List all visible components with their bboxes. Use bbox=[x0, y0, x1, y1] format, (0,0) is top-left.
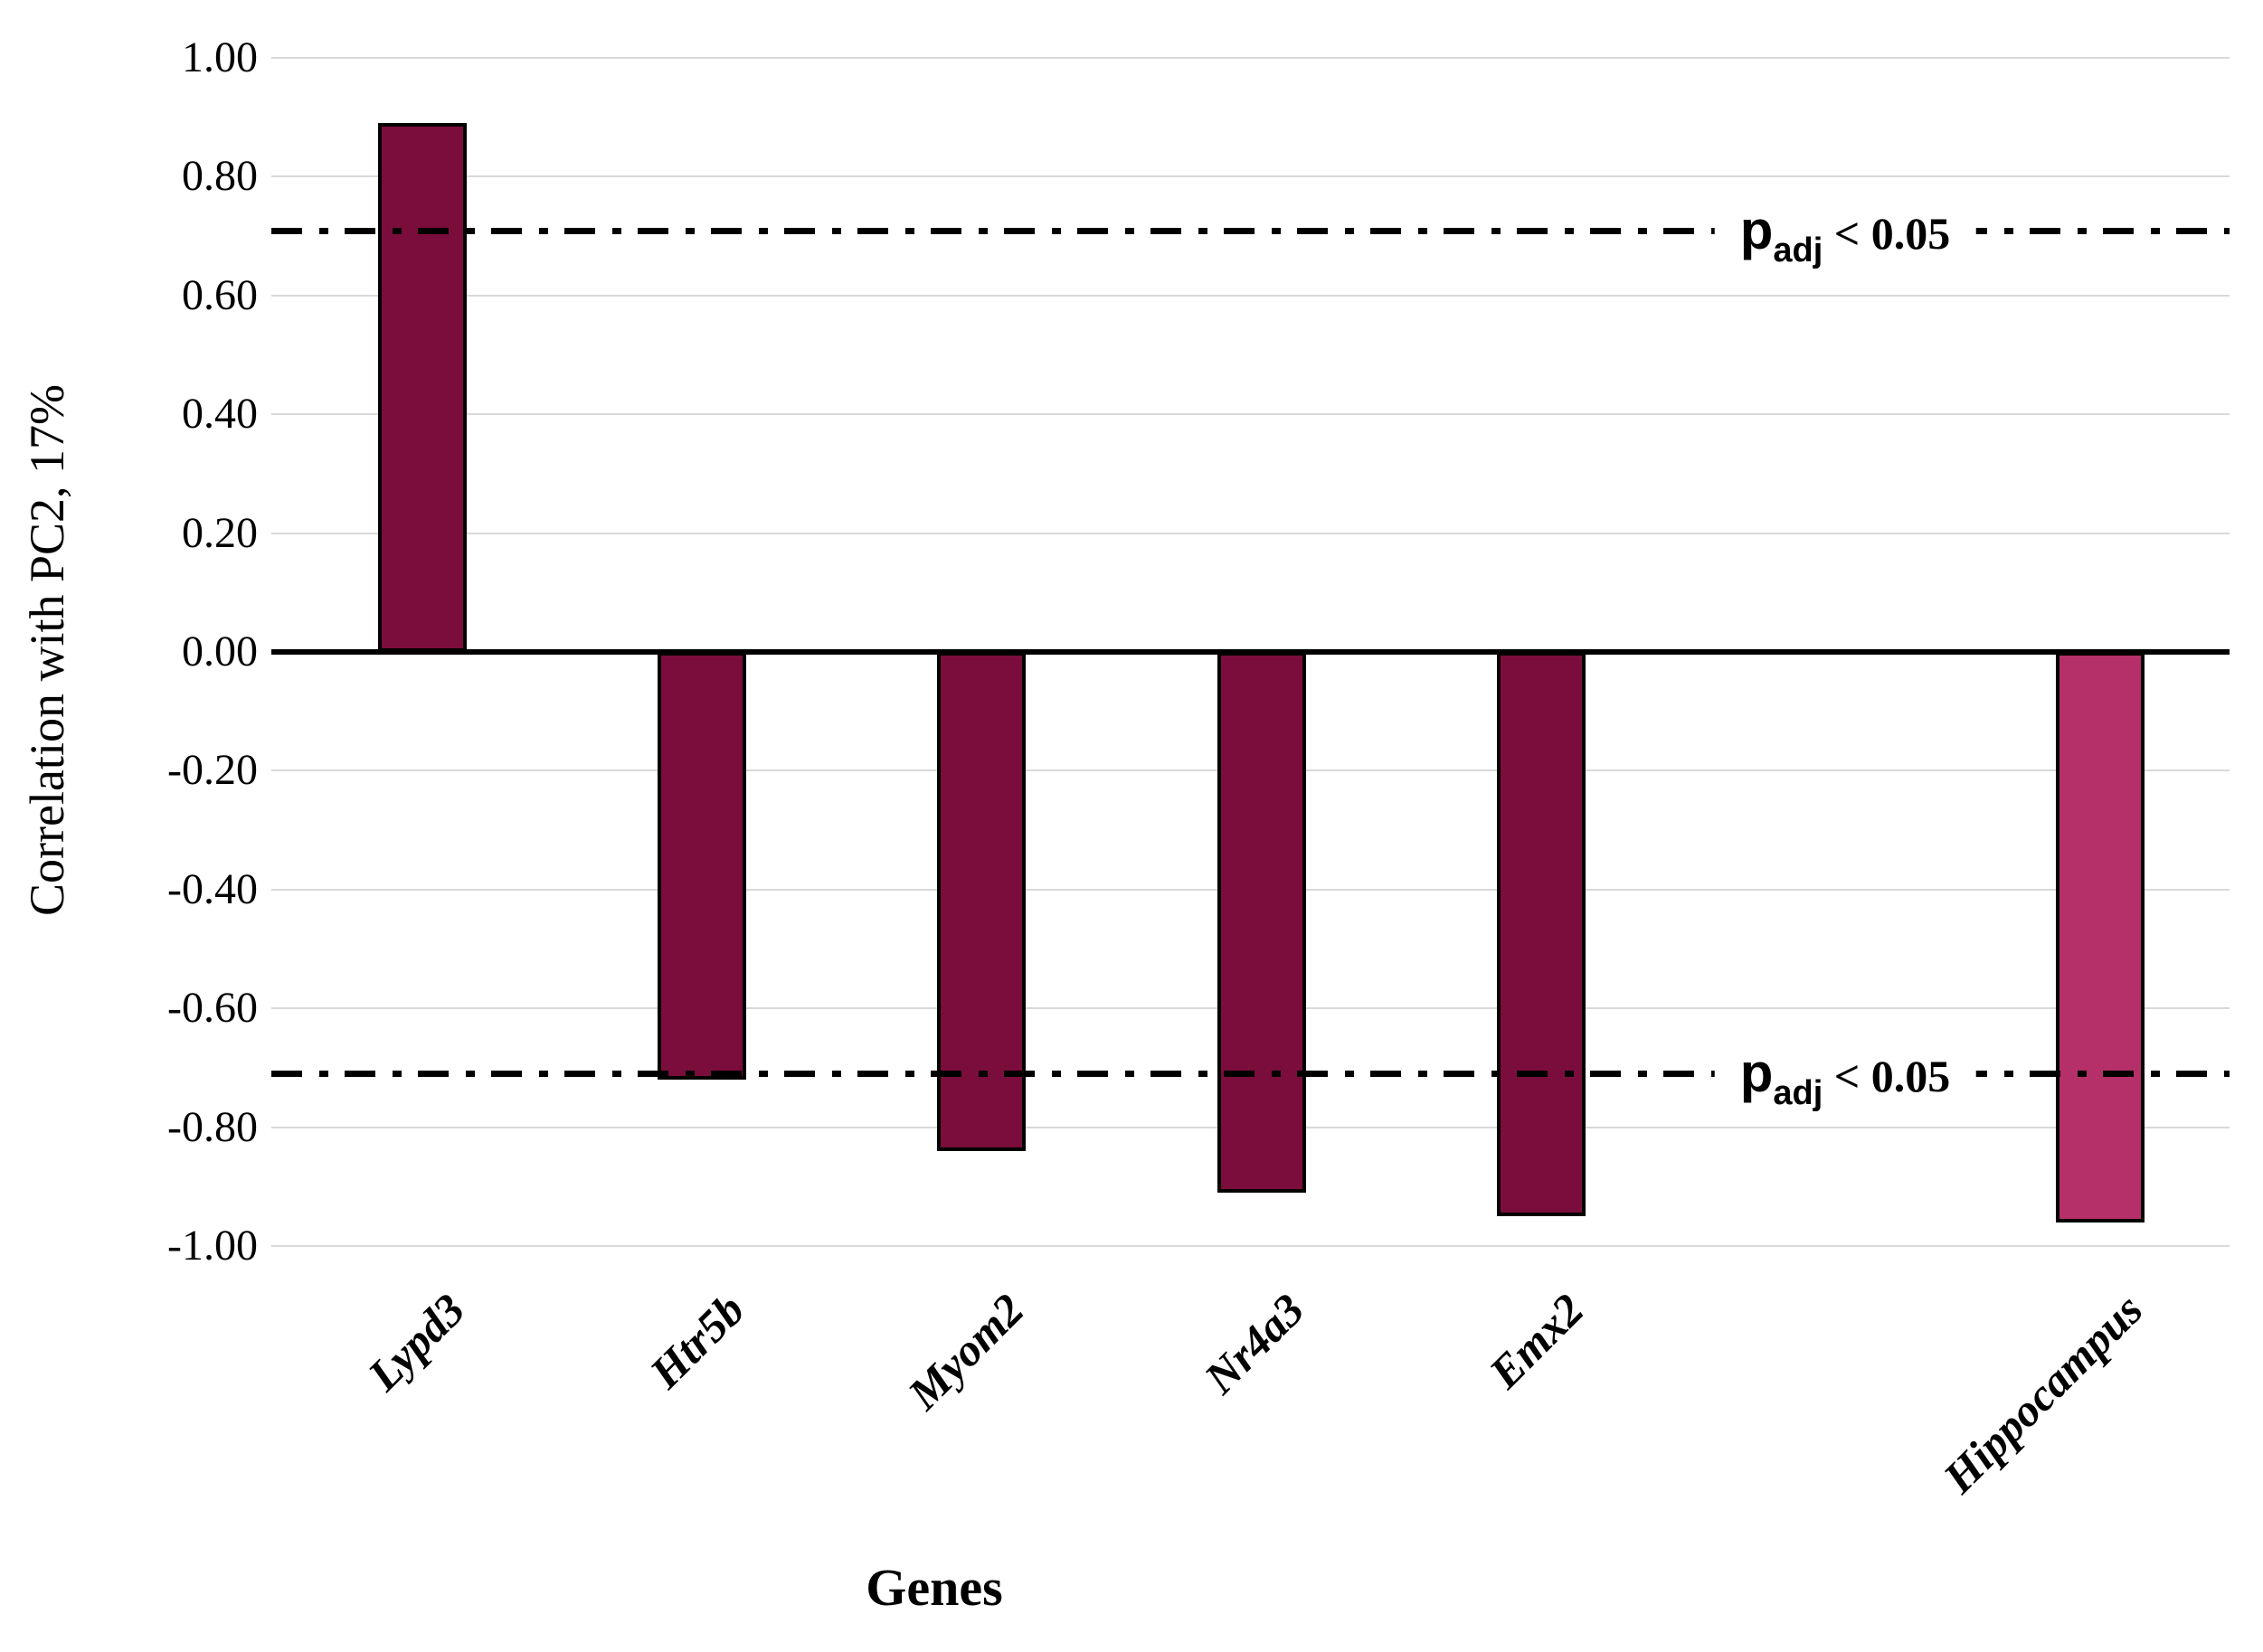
y-tick-label: 1.00 bbox=[182, 33, 258, 81]
bar-nr4a3 bbox=[1217, 652, 1306, 1193]
plot-area bbox=[271, 57, 2230, 1247]
bar-hippocampus bbox=[2056, 652, 2145, 1222]
category-label-hippocampus: Hippocampus bbox=[1933, 1283, 2153, 1503]
x-axis-title: Genes bbox=[866, 1558, 1003, 1617]
threshold-value-text: < 0.05 bbox=[1823, 1051, 1951, 1102]
threshold-value-text: < 0.05 bbox=[1823, 207, 1951, 259]
y-tick-label: 0.00 bbox=[182, 628, 258, 675]
y-tick-label: 0.80 bbox=[182, 152, 258, 201]
gridline bbox=[271, 1245, 2230, 1247]
p-adj-threshold-label-top: padj < 0.05 bbox=[1714, 197, 1976, 268]
significance-threshold-line bbox=[271, 1071, 2230, 1078]
y-tick-label: 0.40 bbox=[182, 390, 258, 439]
y-tick-label: -1.00 bbox=[167, 1222, 258, 1270]
p-symbol: p bbox=[1739, 1043, 1774, 1104]
y-tick-label: -0.40 bbox=[167, 864, 258, 913]
bar-htr5b bbox=[657, 652, 746, 1081]
adj-subscript: adj bbox=[1773, 1074, 1823, 1113]
gridline bbox=[271, 294, 2230, 297]
bar-emx2 bbox=[1496, 652, 1586, 1217]
bar-myom2 bbox=[937, 652, 1027, 1151]
zero-axis-line bbox=[271, 649, 2230, 655]
gridline bbox=[271, 57, 2230, 59]
gridline bbox=[271, 413, 2230, 416]
p-adj-threshold-label-bottom: padj < 0.05 bbox=[1714, 1041, 1976, 1110]
bar-lypd3 bbox=[377, 123, 467, 652]
gridline bbox=[271, 175, 2230, 178]
y-tick-label: -0.60 bbox=[167, 984, 258, 1033]
y-tick-label: 0.60 bbox=[182, 270, 258, 319]
y-tick-label: -0.80 bbox=[167, 1102, 258, 1151]
y-tick-label: -0.20 bbox=[167, 746, 258, 795]
y-axis-title: Correlation with PC2, 17% bbox=[20, 384, 74, 916]
gridline bbox=[271, 532, 2230, 534]
bar-chart-figure: Correlation with PC2, 17% 1.00 0.80 0.60 0.… bbox=[20, 33, 2230, 1617]
significance-threshold-line bbox=[271, 227, 2230, 234]
p-symbol: p bbox=[1739, 199, 1774, 260]
y-tick-label: 0.20 bbox=[182, 508, 258, 557]
adj-subscript: adj bbox=[1773, 231, 1823, 269]
